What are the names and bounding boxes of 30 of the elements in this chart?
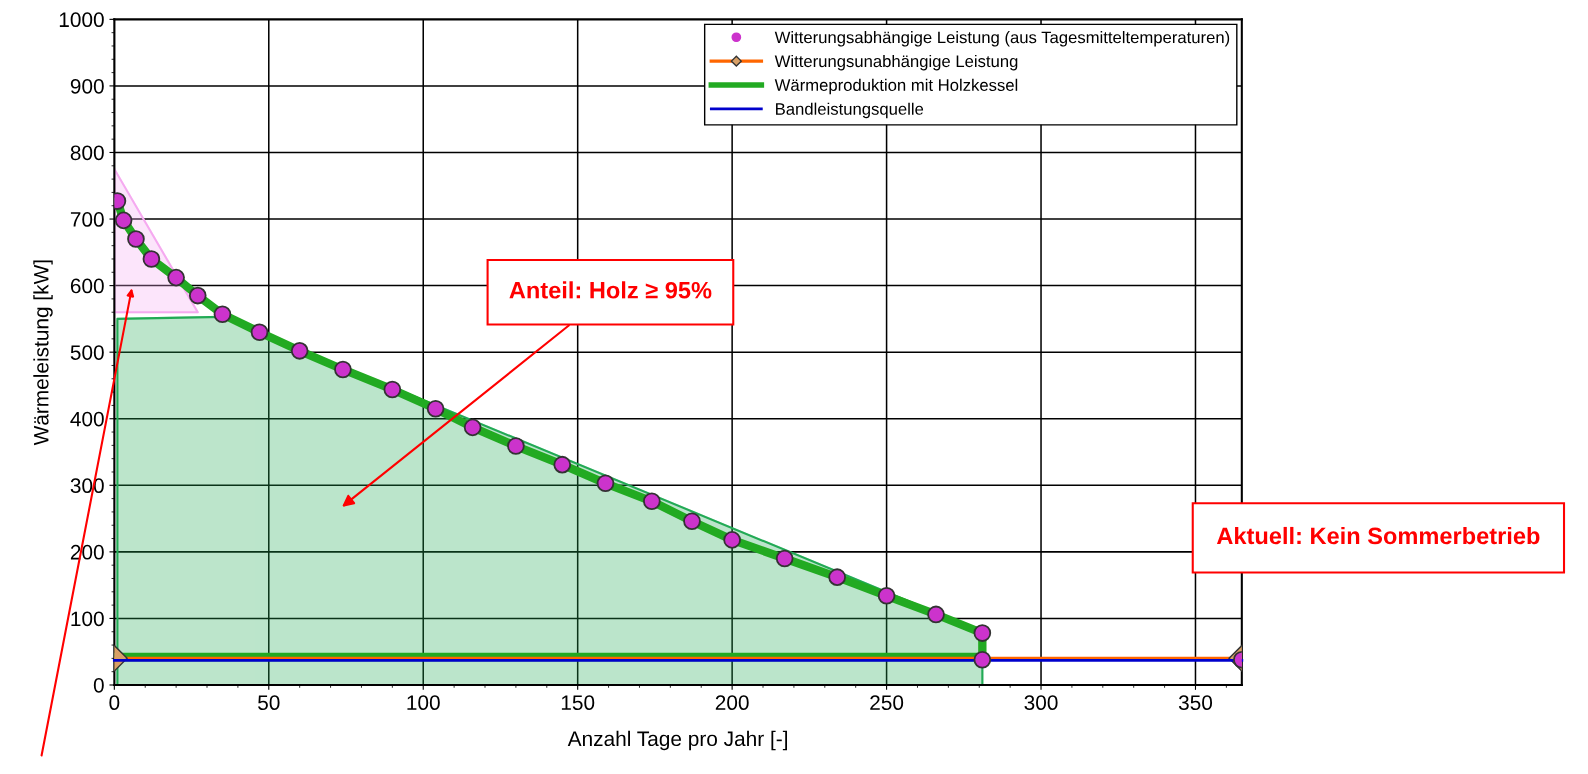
x-tick-label: 350	[1178, 695, 1213, 711]
legend-label: Wärmeproduktion mit Holzkessel	[774, 78, 1018, 95]
legend-label: Witterungsunabhängige Leistung	[774, 54, 1018, 71]
point	[142, 250, 161, 268]
annotation: Anteil: Holz ≥ 95%	[509, 281, 712, 299]
x-tick-label: 200	[715, 695, 749, 711]
y-tick-label: 100	[71, 611, 104, 627]
point	[167, 268, 185, 287]
point	[188, 286, 207, 305]
y-axis-title: Wärmeleistung [kW]	[33, 260, 53, 446]
y-tick-label: 0	[93, 677, 104, 693]
y-tick-label: 600	[70, 278, 104, 294]
x-tick-label: 250	[870, 695, 904, 711]
point	[114, 211, 133, 230]
y-tick-label: 500	[70, 345, 104, 360]
y-tick-label: 900	[70, 78, 104, 94]
y-tick-label: 1000	[59, 12, 104, 28]
x-axis-title: Anzahl Tage pro Jahr [-]	[567, 730, 787, 751]
y-tick-label: 700	[70, 212, 104, 227]
x-tick-label: 50	[258, 695, 280, 711]
annotation: Aktuell: Kein Sommerbetrieb	[1216, 526, 1540, 545]
y-tick-label: 800	[70, 145, 104, 161]
legend-label: Witterungsabhängige Leistung (aus Tagesmitteltemperaturen)	[774, 31, 1230, 47]
x-tick-label: 150	[561, 695, 595, 711]
x-tick-label: 300	[1024, 695, 1058, 711]
point	[127, 230, 145, 248]
legend-label: Bandleistungsquelle	[776, 102, 924, 119]
y-tick-label: 400	[70, 411, 104, 427]
x-tick-label: 100	[407, 695, 440, 711]
x-tick-label: 0	[109, 695, 120, 711]
